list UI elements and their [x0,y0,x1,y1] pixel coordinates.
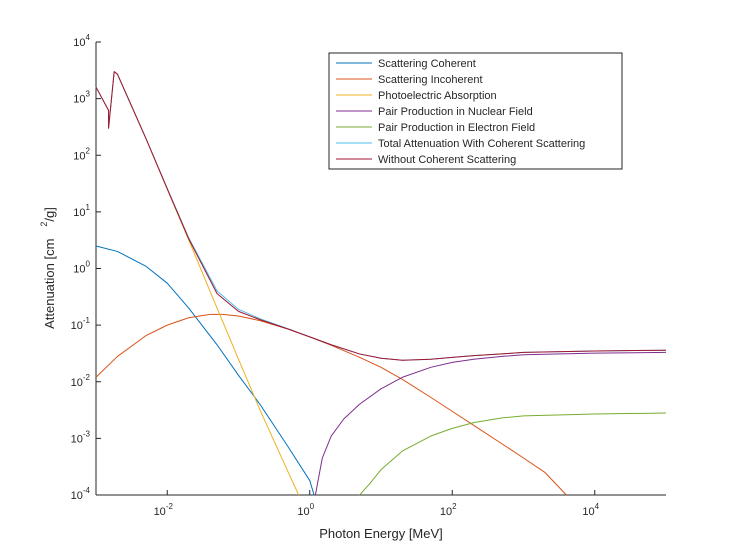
legend: Scattering Coherent Scattering Incoherent… [328,52,623,170]
y-tick-base: 10 [73,94,85,106]
legend-label-total-attenuation-with-coherent-scattering: Total Attenuation With Coherent Scatteri… [378,138,585,150]
y-tick-base: 10 [71,377,83,389]
legend-label-pair-production-in-electron-field: Pair Production in Electron Field [378,122,535,134]
x-tick-base: 10 [582,506,594,518]
y-tick-label: 10-1 [71,316,91,332]
svg-text:Attenuation [cm2/g]: Attenuation [cm 2/g] [39,207,57,329]
y-tick-base: 10 [71,433,83,445]
legend-label-without-coherent-scattering: Without Coherent Scattering [378,154,516,166]
x-tick-label: 104 [582,502,599,518]
y-tick-base: 10 [73,264,85,276]
x-tick-base: 10 [297,506,309,518]
legend-label-photoelectric-absorption: Photoelectric Absorption [378,90,497,102]
y-tick-exp: -1 [83,316,91,325]
y-tick-label: 10-4 [71,486,91,502]
y-tick-base: 10 [71,320,83,332]
y-tick-label: 10-2 [71,373,91,389]
series-line-without-coherent-scattering [95,71,667,361]
y-tick-exp: 1 [86,203,91,212]
x-tick-label: 102 [440,502,457,518]
x-tick-exp: 4 [595,502,600,511]
x-tick-label: 100 [297,502,314,518]
y-tick-label: 100 [73,260,90,276]
x-tick-exp: 2 [452,502,457,511]
x-tick-base: 10 [440,506,452,518]
series-line-scattering-coherent [95,245,315,496]
y-tick-base: 10 [73,37,85,49]
y-tick-label: 103 [73,90,90,106]
y-tick-label: 10-3 [71,429,91,445]
y-tick-exp: 3 [86,90,91,99]
x-tick-label: 10-2 [154,502,174,518]
legend-box [328,52,623,170]
y-tick-label: 102 [73,146,90,162]
series-line-pair-production-in-nuclear-field [314,351,667,496]
y-axis-label-tail: /g] [42,207,57,221]
y-tick-label: 104 [73,33,90,49]
x-axis-label: Photon Energy [MeV] [319,526,443,541]
x-tick-exp: 0 [310,502,315,511]
legend-entries: Scattering Coherent Scattering Incoherent… [336,58,585,166]
y-axis-label: Attenuation [cm 2/g] [39,207,57,329]
y-tick-exp: -4 [83,486,91,495]
series-lines [95,71,667,496]
y-tick-exp: 4 [86,33,91,42]
y-tick-exp: -2 [83,373,91,382]
y-tick-label: 101 [73,203,90,219]
x-tick-exp: -2 [166,502,174,511]
legend-label-scattering-coherent: Scattering Coherent [378,58,476,70]
y-tick-base: 10 [73,150,85,162]
legend-label-pair-production-in-nuclear-field: Pair Production in Nuclear Field [378,106,533,118]
x-ticks: 10-2 100 102 104 [154,490,600,518]
legend-label-scattering-incoherent: Scattering Incoherent [378,74,483,86]
y-tick-exp: 2 [86,146,91,155]
y-tick-exp: -3 [83,429,91,438]
y-tick-exp: 0 [86,260,91,269]
y-tick-base: 10 [73,207,85,219]
y-axis-label-sup: 2 [39,222,49,227]
series-line-pair-production-in-electron-field [359,412,667,496]
y-tick-base: 10 [71,490,83,502]
x-tick-base: 10 [154,506,166,518]
y-axis-label-text: Attenuation [cm [42,239,57,329]
